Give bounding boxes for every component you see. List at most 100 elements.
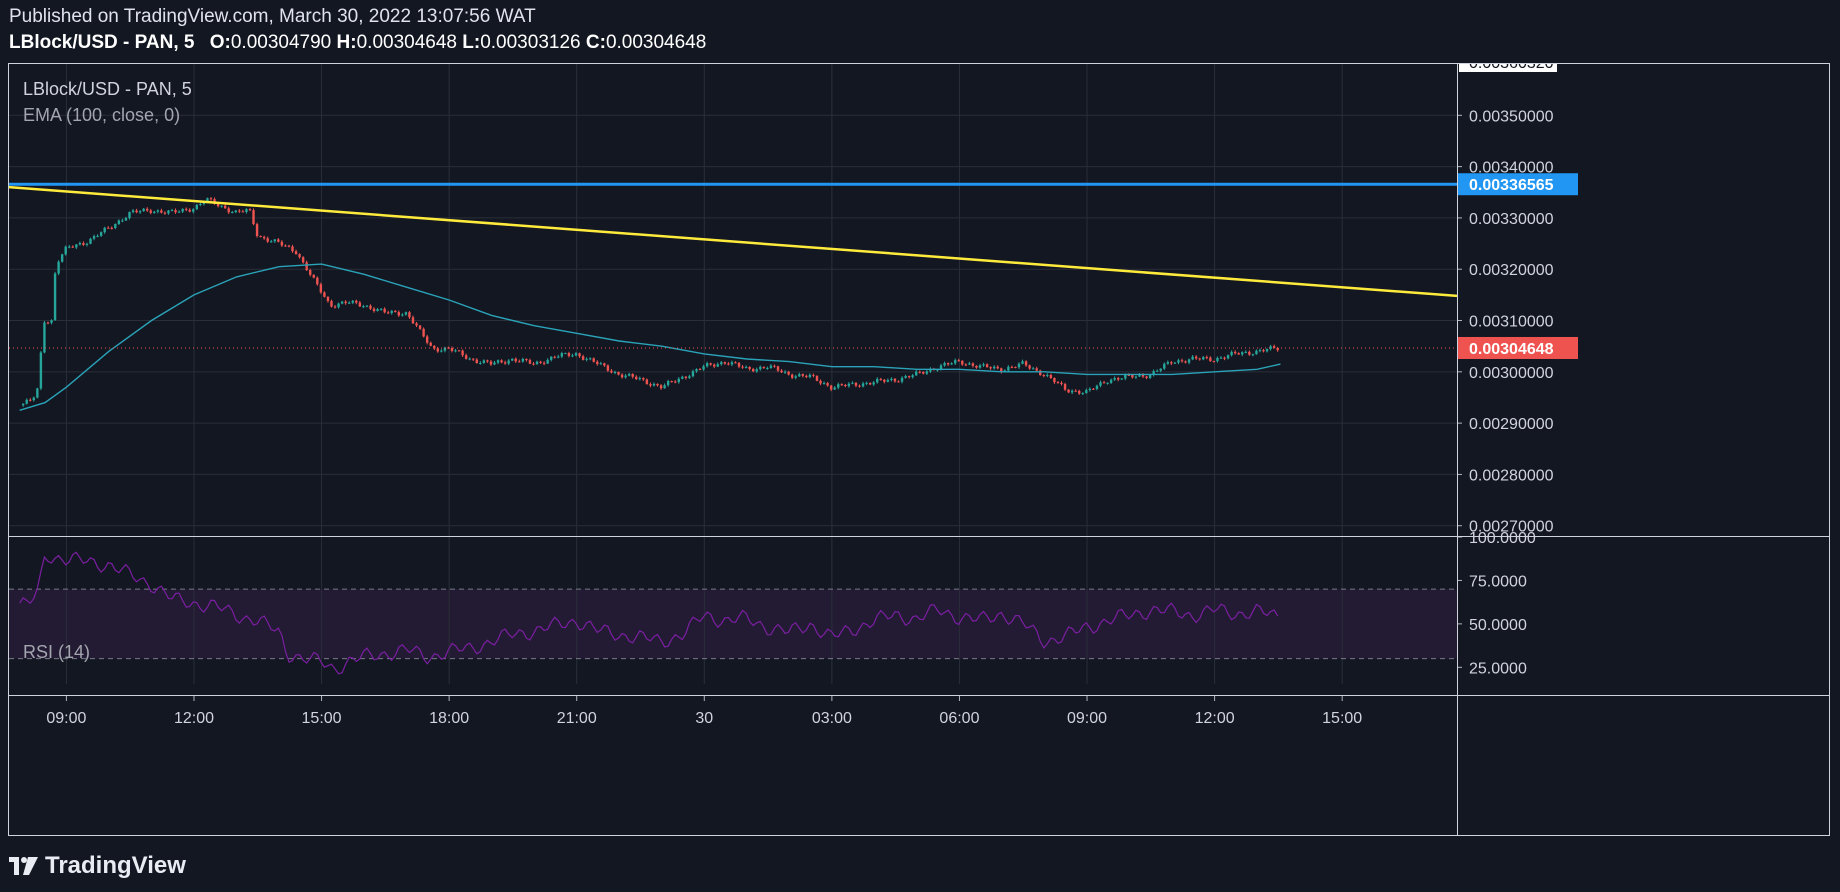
candle-body [199,204,202,206]
candle-body [574,353,578,356]
candle-body [553,356,556,358]
candle-body [762,366,766,369]
candle-body [1088,388,1092,391]
candle-body [248,209,252,211]
candle-body [394,310,397,313]
candle-body [170,210,174,212]
candle-body [546,359,549,364]
candle-body [46,322,50,324]
candle-body [1276,348,1279,351]
candle-body [355,300,358,303]
candle-body [223,205,227,209]
candle-body [670,381,673,383]
candle-body [181,208,184,212]
candle-body [340,301,344,304]
candle-body [99,232,103,236]
candle-body [649,384,652,386]
candle-body [131,210,135,213]
candle-body [121,220,124,222]
candle-body [1120,378,1123,380]
candle-body [447,347,450,349]
price-axis-label: 0.00270000 [1469,519,1554,536]
candle-body [316,277,319,285]
candle-body [790,374,794,378]
tradingview-logo[interactable]: TradingView [9,852,186,880]
time-axis-label: 15:00 [1322,710,1362,727]
published-header: Published on TradingView.com, March 30, … [9,6,536,27]
candle-body [252,210,255,225]
candle-body [1017,363,1021,368]
candle-body [691,371,695,377]
candle-body [1223,357,1226,359]
candle-body [741,366,744,368]
candle-body [397,312,401,316]
low-value: 0.00303126 [480,32,581,53]
candle-body [422,328,425,337]
legend-rsi[interactable]: RSI (14) [23,642,91,662]
candle-body [596,361,599,365]
candle-body [415,323,418,326]
candle-body [854,382,858,386]
candle-body [1255,350,1258,355]
candle-body [968,363,971,365]
time-axis-label: 09:00 [1067,710,1107,727]
price-axis-label: 0.00330000 [1469,211,1554,228]
candle-body [71,246,74,248]
candle-body [1177,360,1180,363]
candle-body [135,210,138,213]
candle-body [255,224,259,236]
candle-body [188,209,191,212]
candle-body [241,211,245,213]
candle-body [1248,351,1251,355]
candle-body [1031,368,1035,370]
candle-body [429,342,432,346]
candle-body [957,360,960,362]
candle-body [890,378,893,380]
candle-body [613,371,617,373]
candle-body [425,336,429,343]
candle-body [985,364,989,368]
candle-body [766,367,769,369]
candle-body [1046,374,1049,376]
candle-body [53,273,57,321]
candle-body [479,362,482,364]
candle-body [1265,348,1269,352]
candle-body [1230,351,1233,356]
candle-body [312,274,315,278]
chart-canvas[interactable]: 0.00350000 0.00340000 0.00330000 0.00320000… [9,64,1829,835]
candle-body [401,314,404,316]
candle-body [975,365,978,368]
candle-body [588,358,592,360]
candle-body [1081,393,1084,395]
high-value: 0.00304648 [356,32,457,53]
candle-body [815,375,819,381]
candle-body [1099,382,1102,386]
time-axis-label: 18:00 [429,710,469,727]
candle-body [1205,357,1209,359]
price-axis-label: 0.00320000 [1469,262,1554,279]
candle-body [323,292,326,297]
candle-body [638,378,641,380]
candle-body [238,210,241,212]
candle-body [1241,352,1244,355]
legend-symbol[interactable]: LBlock/USD - PAN, 5 [23,79,192,99]
candle-body [369,305,372,309]
candle-body [404,312,408,315]
candle-body [528,360,532,364]
candle-body [1170,362,1173,364]
high-label: H: [336,32,357,53]
candle-body [1109,379,1113,383]
legend-ema[interactable]: EMA (100, close, 0) [23,105,181,125]
candle-body [472,358,475,360]
chart-frame[interactable]: 0.00350000 0.00340000 0.00330000 0.00320000… [8,63,1830,836]
candle-body [642,378,645,380]
candle-body [262,236,266,239]
candle-body [103,227,106,233]
candle-body [301,257,305,263]
candle-body [507,360,510,364]
candle-body [511,358,514,361]
candle-body [1244,351,1247,353]
candle-body [840,384,843,386]
candle-body [925,371,929,374]
candle-body [744,366,748,368]
